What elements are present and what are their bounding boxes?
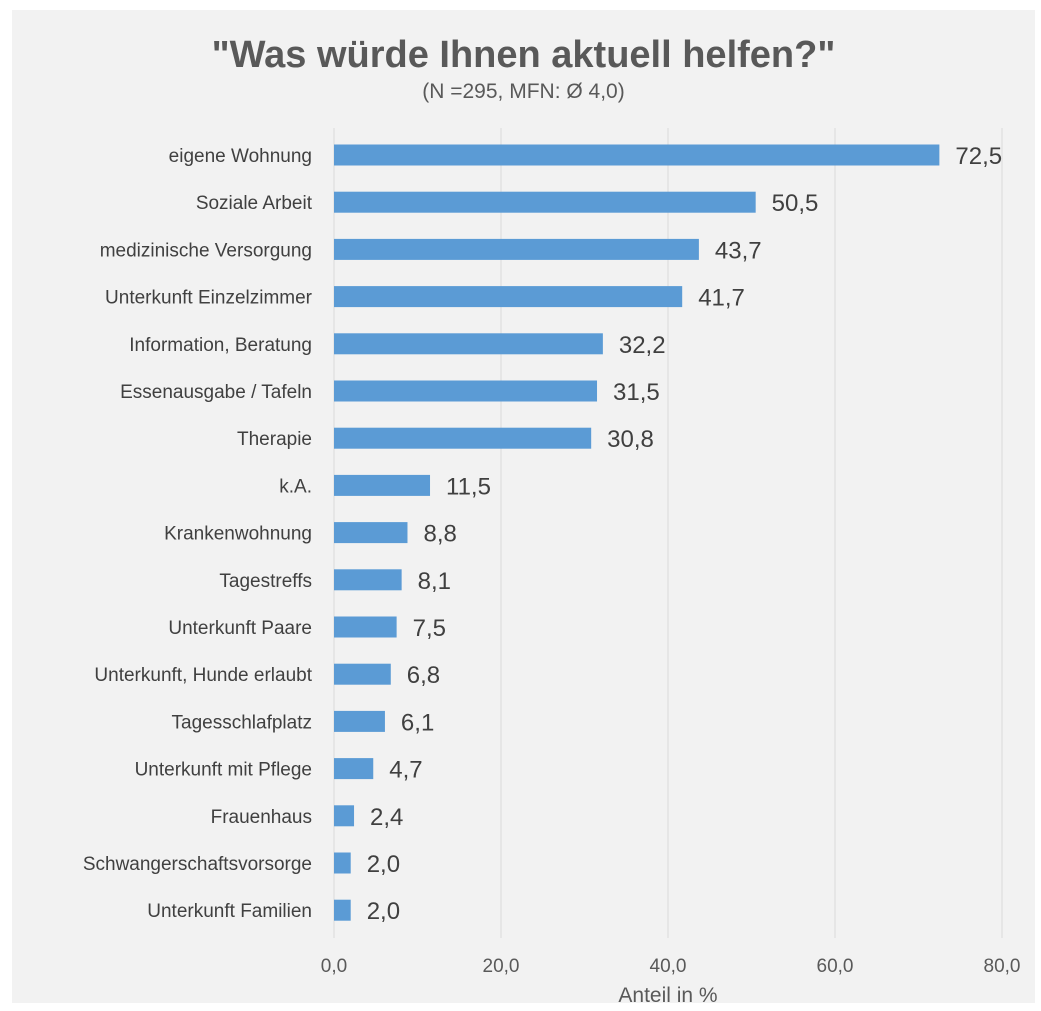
category-label: Krankenwohnung <box>164 524 312 545</box>
x-tick-label: 0,0 <box>321 956 347 977</box>
x-tick-label: 80,0 <box>984 956 1021 977</box>
chart-subtitle: (N =295, MFN: Ø 4,0) <box>422 80 625 103</box>
bar <box>334 758 374 780</box>
bar <box>334 191 756 213</box>
category-label: Information, Beratung <box>129 335 312 356</box>
bar <box>334 380 598 402</box>
bar <box>334 616 397 638</box>
category-label: Tagestreffs <box>219 571 312 592</box>
bar <box>334 333 603 355</box>
value-label: 30,8 <box>607 426 654 453</box>
bar <box>334 474 431 496</box>
value-label: 4,7 <box>389 757 422 784</box>
value-label: 7,5 <box>413 615 446 642</box>
category-label: Unterkunft Einzelzimmer <box>105 288 313 309</box>
bar <box>334 710 385 732</box>
bar <box>334 899 351 921</box>
value-label: 8,1 <box>418 568 451 595</box>
value-label: 2,0 <box>367 851 400 878</box>
category-label: Essenausgabe / Tafeln <box>120 382 312 403</box>
value-label: 32,2 <box>619 332 666 359</box>
value-label: 72,5 <box>955 143 1002 170</box>
category-label: Frauenhaus <box>211 807 312 828</box>
value-label: 11,5 <box>446 473 491 500</box>
value-label: 2,0 <box>367 898 400 925</box>
category-label: Soziale Arbeit <box>196 193 313 214</box>
bar <box>334 663 391 685</box>
value-label: 2,4 <box>370 804 403 831</box>
x-tick-label: 60,0 <box>817 956 854 977</box>
category-label: eigene Wohnung <box>169 146 312 167</box>
x-axis-title: Anteil in % <box>618 984 717 1003</box>
bar <box>334 852 351 874</box>
value-label: 8,8 <box>423 521 456 548</box>
bar <box>334 144 940 166</box>
bar <box>334 238 699 260</box>
chart-title: "Was würde Ihnen aktuell helfen?" <box>211 34 836 76</box>
category-label: Unterkunft Familien <box>147 901 312 922</box>
category-label: k.A. <box>279 476 312 497</box>
x-tick-label: 20,0 <box>483 956 520 977</box>
value-label: 6,8 <box>407 662 440 689</box>
category-label: Unterkunft mit Pflege <box>135 760 312 781</box>
category-label: Unterkunft Paare <box>168 618 312 639</box>
value-label: 50,5 <box>772 190 819 217</box>
value-label: 43,7 <box>715 237 762 264</box>
value-label: 6,1 <box>401 709 434 736</box>
bar <box>334 427 592 449</box>
value-label: 41,7 <box>698 285 745 312</box>
category-label: Schwangerschaftsvorsorge <box>83 854 312 875</box>
bar-chart: eigene Wohnung 72,5 Soziale Arbeit 50,5 medi… <box>83 128 1021 1003</box>
x-tick-label: 40,0 <box>650 956 687 977</box>
category-label: medizinische Versorgung <box>100 240 312 261</box>
bar <box>334 805 355 827</box>
bar <box>334 286 683 308</box>
category-label: Unterkunft, Hunde erlaubt <box>94 665 312 686</box>
bar <box>334 569 402 591</box>
chart-area: "Was würde Ihnen aktuell helfen?" (N =29… <box>12 10 1035 1003</box>
value-label: 31,5 <box>613 379 660 406</box>
category-label: Tagesschlafplatz <box>172 712 312 733</box>
bar <box>334 522 408 544</box>
category-label: Therapie <box>237 429 312 450</box>
